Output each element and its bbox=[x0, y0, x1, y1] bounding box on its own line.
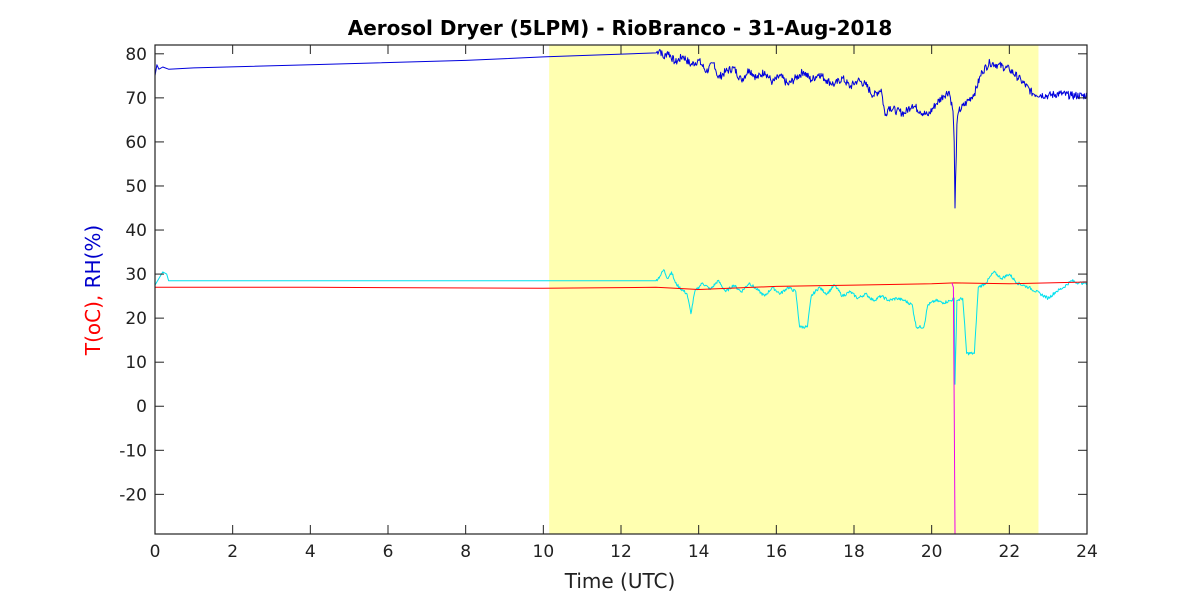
y-tick-label: 60 bbox=[125, 133, 147, 153]
x-axis: 0 2 4 6 8 10 12 14 16 18 20 22 24 bbox=[150, 45, 1098, 562]
x-tick-label: 8 bbox=[460, 542, 471, 562]
series-line-3 bbox=[951, 282, 956, 534]
y-tick-label: 40 bbox=[125, 221, 147, 241]
series-line-2 bbox=[155, 281, 1087, 290]
x-tick-label: 10 bbox=[533, 542, 555, 562]
y-tick-label: -10 bbox=[119, 441, 147, 461]
x-tick-label: 18 bbox=[843, 542, 865, 562]
y-tick-label: 80 bbox=[125, 45, 147, 65]
x-tick-label: 24 bbox=[1076, 542, 1098, 562]
chart-title: Aerosol Dryer (5LPM) - RioBranco - 31-Au… bbox=[348, 16, 893, 40]
series-line-0 bbox=[155, 48, 1087, 209]
y-tick-label: 30 bbox=[125, 265, 147, 285]
x-tick-label: 12 bbox=[610, 542, 632, 562]
x-tick-label: 22 bbox=[999, 542, 1021, 562]
x-tick-label: 16 bbox=[766, 542, 788, 562]
y-axis-label-part: T(oC), bbox=[81, 295, 105, 356]
series-layer bbox=[155, 48, 1087, 534]
y-tick-label: 10 bbox=[125, 353, 147, 373]
x-tick-label: 6 bbox=[383, 542, 394, 562]
x-tick-label: 20 bbox=[921, 542, 943, 562]
y-tick-label: 20 bbox=[125, 309, 147, 329]
x-axis-label: Time (UTC) bbox=[564, 569, 676, 593]
x-tick-label: 4 bbox=[305, 542, 316, 562]
y-axis-label-part: RH(%) bbox=[81, 225, 105, 295]
series-line-1 bbox=[155, 269, 1087, 385]
y-axis: -20 -10 0 10 20 30 40 50 60 70 80 bbox=[119, 45, 1087, 505]
x-tick-label: 2 bbox=[227, 542, 238, 562]
y-axis-label: T(oC), RH(%) bbox=[81, 225, 105, 356]
x-tick-label: 14 bbox=[688, 542, 710, 562]
x-tick-label: 0 bbox=[150, 542, 161, 562]
y-tick-label: 0 bbox=[136, 397, 147, 417]
y-tick-label: 50 bbox=[125, 177, 147, 197]
y-tick-label: -20 bbox=[119, 485, 147, 505]
y-tick-label: 70 bbox=[125, 89, 147, 109]
